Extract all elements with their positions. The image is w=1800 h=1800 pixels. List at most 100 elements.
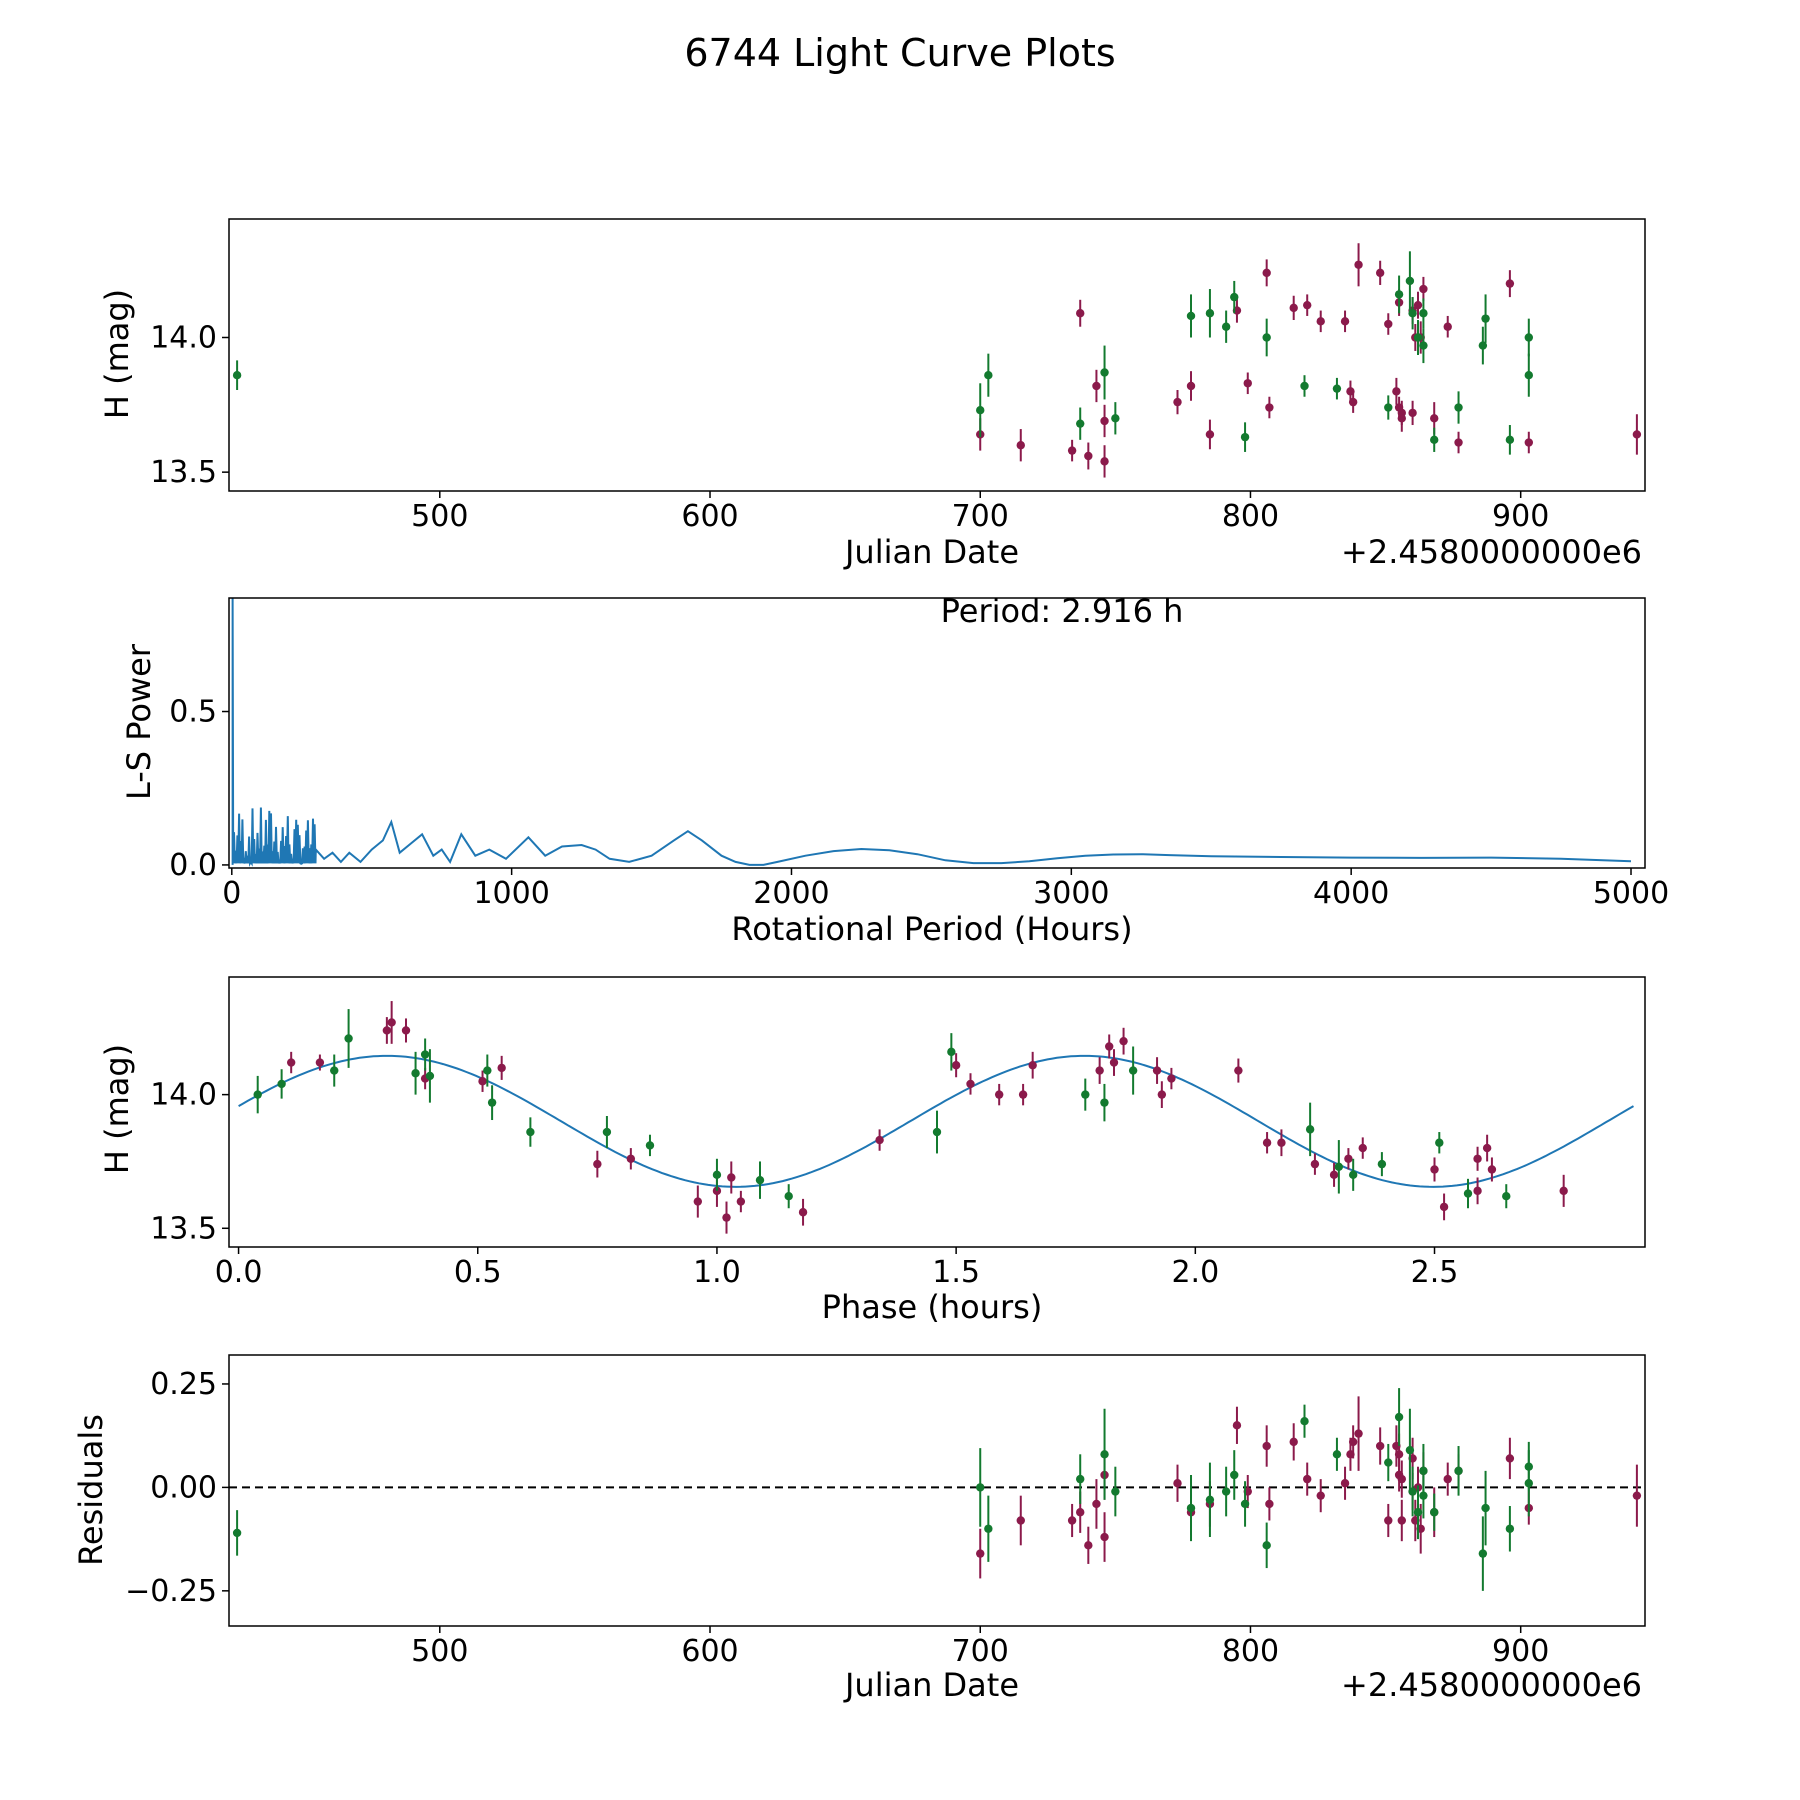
data-point (1100, 1532, 1109, 1542)
data-point (1109, 1058, 1119, 1067)
data-point (1305, 1125, 1315, 1134)
data-point (1092, 381, 1101, 391)
data-point (1478, 341, 1488, 350)
data-point (1435, 1138, 1444, 1147)
data-point (1430, 1165, 1439, 1174)
data-point (994, 1090, 1004, 1099)
x-tick-label: 800 (1222, 1634, 1279, 1669)
data-point (951, 1061, 961, 1070)
data-point (1463, 1189, 1473, 1198)
periodogram-line (231, 598, 1632, 867)
data-point (722, 1213, 731, 1222)
residuals-xlabel: Julian Date (843, 1666, 1019, 1704)
x-tick-label: 500 (411, 499, 468, 534)
data-point (1632, 1491, 1642, 1500)
panel-phased: H (mag) Phase (hours) 0.0 0.5 1.0 1.5 2.0 2.5… (98, 976, 1646, 1326)
periodogram-axes-frame (228, 597, 1646, 869)
data-point (1348, 1170, 1358, 1180)
data-point (286, 1058, 296, 1067)
data-point (315, 1058, 325, 1067)
data-point (1358, 1143, 1367, 1153)
data-point (387, 1018, 396, 1027)
data-point (1408, 309, 1417, 318)
figure-title: 6744 Light Curve Plots (684, 31, 1115, 75)
periodogram-ylabel: L-S Power (120, 643, 158, 800)
data-point (727, 1173, 736, 1182)
data-point (1408, 1487, 1417, 1496)
data-point (1405, 276, 1415, 286)
data-point (1262, 1138, 1272, 1147)
data-point (1505, 1524, 1515, 1533)
data-point (626, 1154, 636, 1163)
data-point (1092, 1499, 1101, 1509)
panel-lightcurve: H (mag) Julian Date +2.4580000000e6 500 6… (98, 218, 1646, 571)
data-point (736, 1197, 746, 1206)
x-tick-label: 2000 (753, 876, 829, 911)
data-point (1384, 1458, 1393, 1467)
x-tick-label: 500 (411, 1634, 468, 1669)
data-point (1419, 341, 1428, 350)
data-point (1300, 1416, 1309, 1426)
data-point (1205, 309, 1215, 318)
data-point (1221, 1487, 1231, 1496)
data-point (1473, 1154, 1482, 1163)
data-point (593, 1159, 602, 1169)
lightcurve-series-2 (232, 251, 1534, 455)
data-point (1289, 303, 1298, 313)
data-point (1076, 419, 1085, 428)
lightcurve-xlabel: Julian Date (843, 533, 1019, 571)
data-point (645, 1141, 655, 1150)
phased-series-2 (253, 1009, 1511, 1209)
y-tick-label: 14.0 (150, 320, 217, 355)
data-point (1016, 441, 1025, 450)
data-point (1384, 403, 1393, 412)
data-point (1413, 1508, 1423, 1517)
residuals-axes-frame (228, 1354, 1646, 1627)
data-point (1028, 1061, 1037, 1070)
data-point (401, 1026, 411, 1035)
data-point (1119, 1036, 1128, 1046)
data-point (1524, 438, 1534, 447)
data-point (1384, 1516, 1393, 1525)
x-tick-label: 1000 (473, 876, 549, 911)
data-point (483, 1066, 492, 1075)
data-point (1405, 1445, 1415, 1455)
model-fit-curve (238, 1054, 1635, 1188)
data-point (966, 1079, 975, 1089)
data-point (1394, 290, 1404, 299)
data-point (1505, 1454, 1515, 1463)
x-tick-label: 0.5 (454, 1255, 502, 1290)
data-point (984, 1524, 993, 1533)
data-point (344, 1034, 353, 1043)
data-point (253, 1090, 262, 1099)
data-point (1505, 279, 1515, 288)
data-point (932, 1127, 942, 1137)
data-point (1076, 1508, 1085, 1517)
data-point (1348, 397, 1358, 407)
data-point (420, 1050, 430, 1059)
data-point (1111, 414, 1120, 423)
data-point (1100, 416, 1109, 426)
data-point (277, 1079, 286, 1089)
residuals-series-2 (232, 1388, 1534, 1591)
data-point (1505, 435, 1515, 445)
y-tick-label: −0.25 (125, 1574, 217, 1609)
data-point (1397, 414, 1406, 423)
x-tick-label: 700 (952, 1634, 1009, 1669)
data-point (1128, 1066, 1138, 1075)
x-tick-label: 2.0 (1171, 1255, 1219, 1290)
data-point (1482, 1143, 1492, 1153)
data-point (232, 370, 242, 380)
data-point (330, 1066, 339, 1075)
data-point (1473, 1186, 1482, 1196)
data-point (1524, 1479, 1534, 1488)
x-tick-label: 3000 (1033, 876, 1109, 911)
data-point (526, 1127, 535, 1137)
data-point (1430, 435, 1439, 445)
panel-periodogram: L-S Power Rotational Period (Hours) Peri… (120, 592, 1669, 948)
data-point (1303, 300, 1312, 310)
data-point (1413, 300, 1423, 310)
data-point (712, 1170, 722, 1180)
data-point (947, 1047, 956, 1057)
data-point (1111, 1487, 1120, 1496)
